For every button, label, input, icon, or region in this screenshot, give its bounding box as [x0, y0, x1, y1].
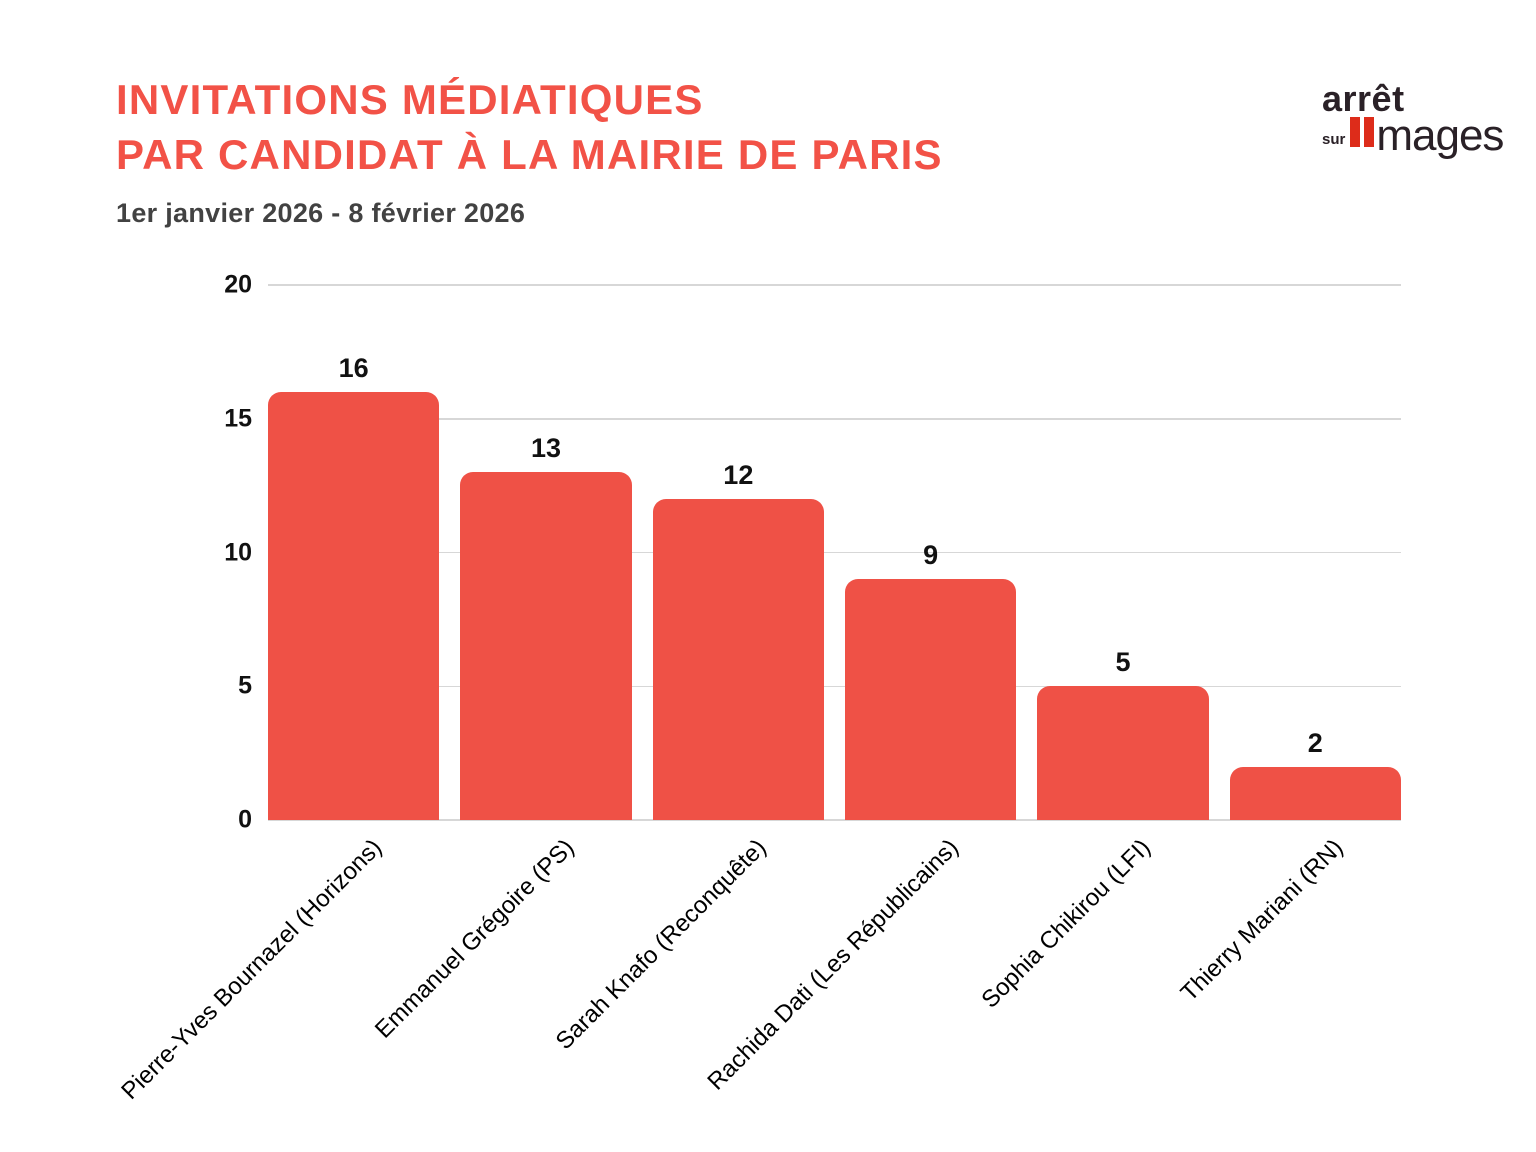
bar-5 [1037, 686, 1209, 820]
bar-3 [652, 499, 824, 820]
gridline-y-20 [268, 284, 1401, 286]
bar-chart-plot-area: 0 5 10 15 20 16 Pierre-Yves Bournazel (Horizon… [116, 271, 1401, 1105]
x-axis-category-label: Emmanuel Grégoire (PS) [369, 834, 580, 1044]
logo-word-sur: sur [1322, 131, 1346, 148]
bar-value-label: 12 [723, 460, 754, 490]
y-axis-tick-label: 20 [224, 270, 252, 299]
y-axis-tick-label: 5 [238, 671, 252, 700]
bar-4 [845, 579, 1017, 820]
gridline-y-15 [268, 418, 1401, 420]
bar-2 [460, 472, 632, 820]
y-axis-tick-label: 10 [224, 538, 252, 566]
bar-1 [268, 392, 440, 820]
logo-line2: sur mages [1322, 111, 1504, 160]
x-axis-category-label: Sarah Knafo (Reconquête) [550, 834, 772, 1055]
bar-value-label: 13 [530, 433, 562, 464]
date-range-subtitle: 1er janvier 2026 - 8 février 2026 [116, 198, 526, 228]
bar-value-label: 9 [923, 540, 939, 571]
gridline-y-10 [268, 551, 1401, 554]
gridline-y-0 [268, 819, 1401, 821]
pause-bars-icon [1350, 117, 1375, 154]
page-title: INVITATIONS MÉDIATIQUES PAR CANDIDAT À LA… [116, 72, 943, 182]
logo-word-arret: arrêt [1322, 78, 1405, 119]
chart-header: INVITATIONS MÉDIATIQUES PAR CANDIDAT À LA… [116, 72, 943, 229]
logo-word-mages: mages [1376, 111, 1504, 160]
bar-value-label: 2 [1307, 727, 1323, 758]
page-title-line1: INVITATIONS MÉDIATIQUES [116, 76, 704, 123]
x-axis-category-label: Pierre-Yves Bournazel (Horizons) [115, 834, 387, 1105]
bar-6 [1229, 766, 1401, 820]
bar-value-label: 16 [338, 353, 369, 383]
x-axis-category-label: Thierry Mariani (RN) [1175, 834, 1349, 1007]
page-title-line2: PAR CANDIDAT À LA MAIRIE DE PARIS [116, 131, 943, 178]
gridline-y-5 [268, 685, 1401, 687]
y-axis-tick-label: 0 [238, 805, 252, 834]
x-axis-category-label: Sophia Chikirou (LFI) [976, 834, 1157, 1014]
y-axis-tick-label: 15 [224, 404, 252, 433]
arret-sur-images-logo: arrêt sur mages [1322, 78, 1504, 160]
bar-value-label: 5 [1115, 647, 1131, 678]
